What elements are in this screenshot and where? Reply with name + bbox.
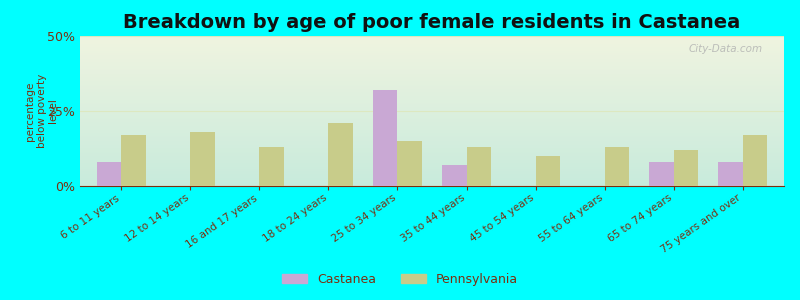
Bar <box>329 123 353 186</box>
Bar <box>605 147 629 186</box>
Bar <box>190 132 214 186</box>
Bar <box>442 165 466 186</box>
Bar <box>466 147 490 186</box>
Bar <box>122 135 146 186</box>
Bar <box>398 141 422 186</box>
Bar <box>674 150 698 186</box>
Bar <box>259 147 284 186</box>
Bar <box>374 90 398 186</box>
Y-axis label: percentage
below poverty
level: percentage below poverty level <box>25 74 58 148</box>
Bar <box>742 135 766 186</box>
Title: Breakdown by age of poor female residents in Castanea: Breakdown by age of poor female resident… <box>123 13 741 32</box>
Legend: Castanea, Pennsylvania: Castanea, Pennsylvania <box>277 268 523 291</box>
Bar <box>535 156 560 186</box>
Bar <box>98 162 122 186</box>
Bar <box>718 162 742 186</box>
Bar <box>650 162 674 186</box>
Text: City-Data.com: City-Data.com <box>689 44 763 53</box>
